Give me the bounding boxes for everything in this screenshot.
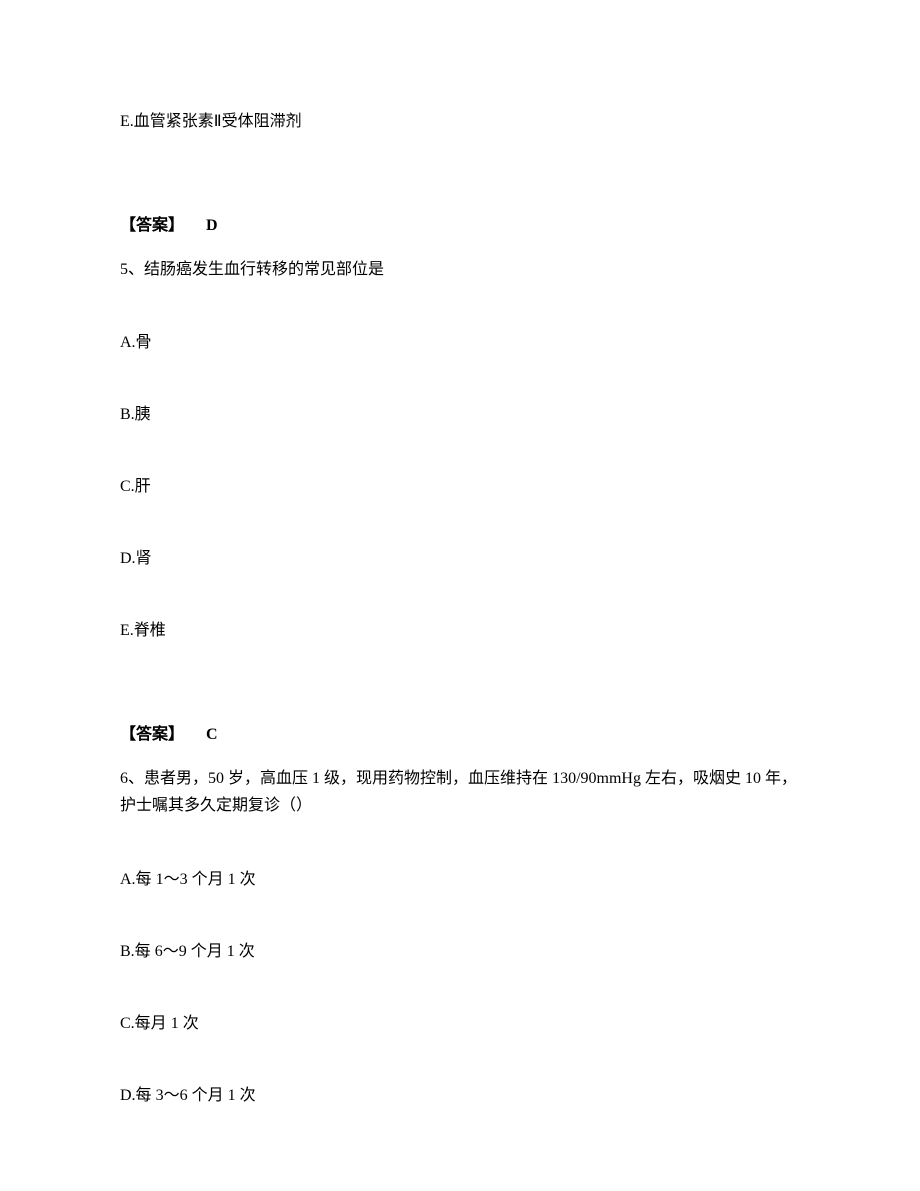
- answer-label: 【答案】: [120, 217, 184, 234]
- opt-d-mid: 个月: [188, 1087, 228, 1104]
- answer-value: C: [206, 723, 218, 747]
- opt-b-range: 6～9: [155, 943, 187, 960]
- q6-text-2: 岁，高血压: [224, 770, 312, 787]
- prev-question-answer: 【答案】 D: [120, 214, 800, 238]
- q5-answer: 【答案】 C: [120, 723, 800, 747]
- opt-a-count: 1: [228, 871, 236, 888]
- opt-a-pre: A.每: [120, 871, 156, 888]
- q5-option-a: A.骨: [120, 331, 800, 355]
- question-number: 5、: [120, 261, 144, 278]
- q6-age: 50: [208, 770, 224, 787]
- opt-c-count: 1: [171, 1015, 179, 1032]
- opt-a-range: 1～3: [156, 871, 188, 888]
- answer-label: 【答案】: [120, 726, 184, 743]
- question-number: 6、: [120, 770, 144, 787]
- opt-d-pre: D.每: [120, 1087, 156, 1104]
- q6-option-b: B.每 6～9 个月 1 次: [120, 940, 800, 964]
- opt-d-post: 次: [236, 1087, 256, 1104]
- question-text: 结肠癌发生血行转移的常见部位是: [144, 261, 384, 278]
- opt-a-post: 次: [236, 871, 256, 888]
- q6-option-c: C.每月 1 次: [120, 1012, 800, 1036]
- q6-text-3: 级，现用药物控制，血压维持在: [320, 770, 552, 787]
- q5-option-b: B.胰: [120, 403, 800, 427]
- opt-c-pre: C.每月: [120, 1015, 171, 1032]
- q6-option-a: A.每 1～3 个月 1 次: [120, 868, 800, 892]
- q6-text-4: 左右，吸烟史: [641, 770, 745, 787]
- q6-text-1: 患者男，: [144, 770, 208, 787]
- opt-c-post: 次: [179, 1015, 199, 1032]
- q5-option-e: E.脊椎: [120, 619, 800, 643]
- q6-option-d: D.每 3～6 个月 1 次: [120, 1084, 800, 1108]
- opt-b-pre: B.每: [120, 943, 155, 960]
- question-5-stem: 5、结肠癌发生血行转移的常见部位是: [120, 256, 800, 283]
- opt-a-mid: 个月: [188, 871, 228, 888]
- opt-b-mid: 个月: [187, 943, 227, 960]
- q5-option-d: D.肾: [120, 547, 800, 571]
- opt-b-count: 1: [227, 943, 235, 960]
- page-content: E.血管紧张素Ⅱ受体阻滞剂 【答案】 D 5、结肠癌发生血行转移的常见部位是 A…: [0, 0, 920, 1108]
- opt-b-post: 次: [235, 943, 255, 960]
- q6-years: 10: [745, 770, 761, 787]
- q5-option-c: C.肝: [120, 475, 800, 499]
- question-6-stem: 6、患者男，50 岁，高血压 1 级，现用药物控制，血压维持在 130/90mm…: [120, 765, 800, 819]
- opt-d-count: 1: [228, 1087, 236, 1104]
- answer-value: D: [206, 214, 218, 238]
- prev-question-option-e: E.血管紧张素Ⅱ受体阻滞剂: [120, 110, 800, 134]
- q6-bp: 130/90mmHg: [552, 770, 641, 787]
- opt-d-range: 3～6: [156, 1087, 188, 1104]
- q6-grade: 1: [312, 770, 320, 787]
